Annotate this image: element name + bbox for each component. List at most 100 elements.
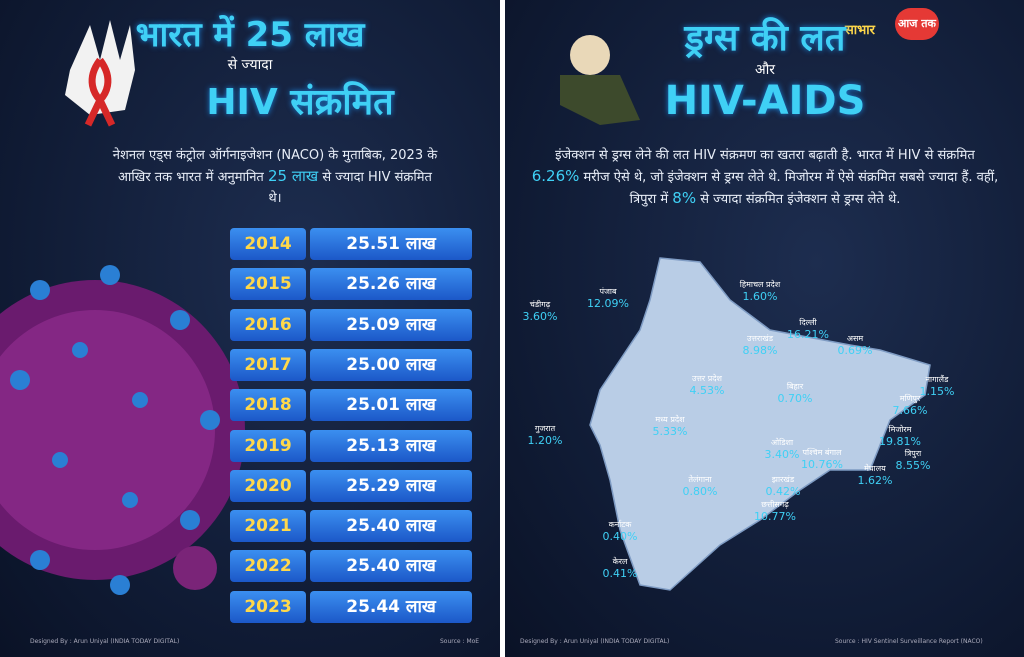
highlight: 8% bbox=[672, 189, 697, 207]
state-name: तेलंगाना bbox=[688, 474, 712, 484]
table-row: 2015 25.26 लाख bbox=[230, 268, 472, 301]
state-name: छत्तीसगढ़ bbox=[761, 499, 789, 509]
source: Source : MoE bbox=[440, 638, 480, 645]
state-value: 1.60% bbox=[743, 290, 778, 303]
state-value: 0.41% bbox=[603, 567, 638, 580]
state-value: 4.53% bbox=[690, 384, 725, 397]
state-value: 1.20% bbox=[528, 434, 563, 447]
courtesy: साभार bbox=[845, 23, 875, 38]
year-cell: 2020 bbox=[230, 469, 306, 502]
intro-text: इंजेक्शन से ड्रग्स लेने की लत HIV संक्रम… bbox=[530, 145, 1000, 210]
virus-spikes bbox=[10, 265, 220, 595]
table-row: 2023 25.44 लाख bbox=[230, 590, 472, 623]
table-row: 2018 25.01 लाख bbox=[230, 389, 472, 422]
state-value: 16.21% bbox=[787, 328, 829, 341]
state-value: 10.77% bbox=[754, 510, 796, 523]
year-cell: 2014 bbox=[230, 228, 306, 260]
state-name: गुजरात bbox=[535, 424, 556, 434]
state-name: पश्चिम बंगाल bbox=[803, 447, 843, 457]
credit: Designed By : Arun Uniyal (INDIA TODAY D… bbox=[520, 638, 670, 645]
value-cell: 25.29 लाख bbox=[310, 469, 472, 502]
state-value: 19.81% bbox=[879, 435, 921, 448]
title-line: HIV-AIDS bbox=[664, 78, 866, 124]
state-value: 1.62% bbox=[858, 474, 893, 487]
value-cell: 25.09 लाख bbox=[310, 308, 472, 341]
state-name: मध्य प्रदेश bbox=[655, 414, 685, 424]
value-cell: 25.51 लाख bbox=[310, 228, 472, 260]
logo: आज तक bbox=[895, 8, 939, 40]
state-name: उत्तर प्रदेश bbox=[692, 373, 723, 383]
table-row: 2016 25.09 लाख bbox=[230, 308, 472, 341]
text: मरीज ऐसे थे, जो इंजेक्शन से ड्रग्स लेते … bbox=[583, 170, 999, 207]
year-cell: 2021 bbox=[230, 510, 306, 543]
source: Source : HIV Sentinel Surveillance Repor… bbox=[835, 638, 983, 645]
state-value: 10.76% bbox=[801, 458, 843, 471]
hand-icon bbox=[65, 20, 135, 115]
text: से ज्यादा संक्रमित इंजेक्शन से ड्रग्स ले… bbox=[700, 192, 901, 207]
left-panel: भारत में 25 लाख से ज्यादा HIV संक्रमित न… bbox=[0, 0, 500, 657]
decor bbox=[0, 20, 245, 595]
year-cell: 2017 bbox=[230, 348, 306, 381]
title-line: HIV संक्रमित bbox=[206, 82, 394, 123]
state-name: नागालैंड bbox=[926, 374, 950, 384]
highlight: 6.26% bbox=[531, 167, 580, 185]
value-cell: 25.01 लाख bbox=[310, 389, 472, 422]
state-name: हिमाचल प्रदेश bbox=[740, 279, 781, 289]
value-cell: 25.40 लाख bbox=[310, 550, 472, 583]
state-name: त्रिपुरा bbox=[905, 448, 922, 459]
state-name: बिहार bbox=[787, 381, 804, 391]
value-cell: 25.44 लाख bbox=[310, 590, 472, 623]
state-value: 3.40% bbox=[765, 448, 800, 461]
person-illustration bbox=[560, 75, 640, 125]
title-line: से ज्यादा bbox=[227, 57, 273, 73]
state-value: 0.42% bbox=[766, 485, 801, 498]
table-row: 2022 25.40 लाख bbox=[230, 550, 472, 583]
value-cell: 25.40 लाख bbox=[310, 510, 472, 543]
state-value: 0.69% bbox=[838, 344, 873, 357]
state-value: 3.60% bbox=[523, 310, 558, 323]
state-value: 0.70% bbox=[778, 392, 813, 405]
value-cell: 25.26 लाख bbox=[310, 268, 472, 301]
state-name: कर्नाटक bbox=[609, 519, 633, 529]
table-row: 2019 25.13 लाख bbox=[230, 429, 472, 462]
credit: Designed By : Arun Uniyal (INDIA TODAY D… bbox=[30, 638, 180, 645]
state-value: 0.80% bbox=[683, 485, 718, 498]
map: चंडीगढ़3.60% पंजाब12.09% हिमाचल प्रदेश1.60… bbox=[523, 35, 955, 591]
highlight: 25 लाख bbox=[268, 167, 319, 185]
state-name: झारखंड bbox=[772, 475, 795, 484]
text: से ज्यादा HIV संक्रमित थे। bbox=[268, 170, 432, 206]
small-virus bbox=[173, 546, 217, 590]
table-row: 2017 25.00 लाख bbox=[230, 348, 472, 381]
state-name: उत्तराखंड bbox=[747, 334, 774, 343]
title-line: ड्रग्स की लत bbox=[684, 18, 846, 59]
state-name: चंडीगढ़ bbox=[530, 299, 551, 309]
table-row: 2021 25.40 लाख bbox=[230, 510, 472, 543]
state-value: 7.66% bbox=[893, 404, 928, 417]
year-cell: 2018 bbox=[230, 389, 306, 422]
table-row: 2020 25.29 लाख bbox=[230, 469, 472, 502]
person-illustration bbox=[570, 35, 610, 75]
virus bbox=[0, 310, 215, 550]
right-panel: चंडीगढ़ 3.60% पंजाब 12.09% हिमाचल प्रदेश 1.60… bbox=[505, 0, 1024, 657]
ribbon-icon bbox=[84, 57, 116, 127]
title-line: भारत में 25 लाख bbox=[135, 15, 365, 55]
year-cell: 2023 bbox=[230, 590, 306, 623]
value-cell: 25.13 लाख bbox=[310, 429, 472, 462]
state-name: ओडिशा bbox=[771, 437, 794, 447]
state-name: पंजाब bbox=[599, 287, 617, 296]
text: इंजेक्शन से ड्रग्स लेने की लत HIV संक्रम… bbox=[555, 148, 975, 163]
year-cell: 2022 bbox=[230, 550, 306, 583]
state-value: 1.15% bbox=[920, 385, 955, 398]
state-value: 8.55% bbox=[896, 459, 931, 472]
table-row: 2014 25.51 लाख bbox=[230, 228, 472, 260]
state-name: मणिपुर bbox=[900, 393, 921, 404]
state-name: केरल bbox=[613, 556, 628, 566]
state-value: 0.40% bbox=[603, 530, 638, 543]
state-name: असम bbox=[847, 334, 864, 343]
year-cell: 2016 bbox=[230, 308, 306, 341]
state-value: 8.98% bbox=[743, 344, 778, 357]
state-name: दिल्ली bbox=[799, 317, 817, 327]
state-value: 12.09% bbox=[587, 297, 629, 310]
year-cell: 2015 bbox=[230, 268, 306, 301]
